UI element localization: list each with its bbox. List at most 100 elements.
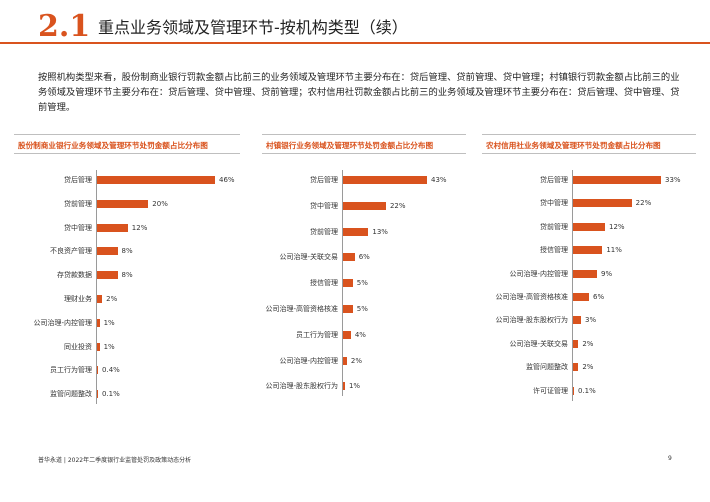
value-label: 46% bbox=[219, 176, 235, 184]
value-label: 8% bbox=[121, 271, 133, 280]
value-label: 22% bbox=[635, 199, 652, 208]
data-bar bbox=[343, 330, 351, 339]
category-label: 贷后管理 bbox=[310, 176, 338, 184]
value-label: 1% bbox=[103, 318, 115, 327]
data-bar bbox=[97, 318, 100, 327]
category-label: 公司治理-内控管理 bbox=[279, 356, 338, 365]
header-divider bbox=[0, 42, 710, 44]
category-label: 监管问题整改 bbox=[526, 363, 568, 372]
data-bar bbox=[573, 222, 605, 231]
value-label: 2% bbox=[582, 363, 594, 372]
category-label: 公司治理-内控管理 bbox=[33, 318, 92, 327]
value-label: 4% bbox=[354, 330, 366, 339]
data-bar bbox=[343, 305, 353, 313]
value-label: 8% bbox=[121, 247, 133, 256]
data-bar bbox=[343, 201, 386, 210]
value-label: 12% bbox=[131, 223, 148, 232]
value-label: 9% bbox=[601, 269, 613, 278]
category-label: 贷中管理 bbox=[540, 199, 568, 208]
category-label: 公司治理-高管资格核准 bbox=[265, 305, 338, 313]
footer-source: 普华永道 | 2022年二季度银行业监管处罚及政策动态分析 bbox=[38, 457, 192, 464]
data-bar bbox=[573, 339, 579, 348]
data-bar bbox=[343, 382, 345, 391]
category-label: 授信管理 bbox=[540, 246, 568, 255]
category-label: 存贷款数据 bbox=[57, 271, 92, 280]
value-label: 2% bbox=[350, 356, 363, 365]
data-bar bbox=[343, 356, 347, 365]
category-label: 不良资产管理 bbox=[50, 247, 92, 256]
chart-header: 农村信用社业务领域及管理环节处罚金额占比分布图 bbox=[482, 134, 696, 154]
data-bar bbox=[573, 246, 603, 255]
category-label: 授信管理 bbox=[310, 279, 338, 288]
category-label: 公司治理-股东股权行为 bbox=[265, 382, 338, 391]
category-label: 理财业务 bbox=[64, 295, 92, 303]
page-title: 重点业务领域及管理环节-按机构类型（续） bbox=[98, 18, 408, 37]
chart-title: 股份制商业银行业务领域及管理环节处罚金额占比分布图 bbox=[18, 141, 208, 150]
chart-title: 农村信用社业务领域及管理环节处罚金额占比分布图 bbox=[486, 141, 661, 150]
value-label: 1% bbox=[103, 342, 115, 351]
chart-header: 村镇银行业务领域及管理环节处罚金额占比分布图 bbox=[262, 134, 466, 154]
category-label: 公司治理-关联交易 bbox=[509, 339, 568, 348]
category-axis bbox=[572, 170, 573, 401]
data-bar bbox=[343, 279, 353, 288]
intro-paragraph: 按照机构类型来看，股份制商业银行罚款金额占比前三的业务领域及管理环节主要分布在：… bbox=[38, 72, 680, 113]
page-header: 2.1 重点业务领域及管理环节-按机构类型（续） bbox=[0, 0, 710, 50]
category-label: 监管问题整改 bbox=[50, 390, 92, 399]
category-axis bbox=[96, 170, 97, 405]
data-bar bbox=[97, 247, 118, 256]
data-bar bbox=[573, 199, 632, 208]
category-axis bbox=[342, 170, 343, 397]
data-bar bbox=[573, 363, 579, 372]
data-bar bbox=[343, 176, 427, 184]
value-label: 33% bbox=[665, 176, 681, 184]
value-label: 2% bbox=[582, 339, 594, 348]
data-bar bbox=[573, 386, 574, 395]
value-label: 6% bbox=[358, 253, 370, 262]
category-label: 贷中管理 bbox=[64, 223, 92, 232]
value-label: 20% bbox=[152, 199, 168, 208]
category-label: 贷中管理 bbox=[310, 201, 338, 210]
value-label: 1% bbox=[348, 382, 361, 391]
data-bar bbox=[573, 176, 661, 184]
category-label: 公司治理-高管资格核准 bbox=[495, 293, 568, 301]
category-label: 公司治理-内控管理 bbox=[509, 269, 568, 278]
category-label: 许可证管理 bbox=[533, 386, 568, 395]
value-label: 22% bbox=[389, 201, 406, 210]
data-bar bbox=[97, 366, 99, 375]
data-bar bbox=[573, 293, 589, 301]
value-label: 43% bbox=[431, 176, 447, 184]
category-label: 公司治理-股东股权行为 bbox=[495, 316, 568, 325]
data-bar bbox=[97, 390, 98, 399]
category-label: 公司治理-关联交易 bbox=[279, 253, 338, 262]
value-label: 13% bbox=[372, 227, 388, 236]
value-label: 11% bbox=[606, 246, 622, 255]
data-bar bbox=[97, 176, 215, 184]
data-bar bbox=[573, 316, 581, 325]
category-label: 员工行为管理 bbox=[296, 330, 338, 339]
category-label: 贷前管理 bbox=[64, 199, 92, 208]
value-label: 0.4% bbox=[102, 366, 120, 375]
data-bar bbox=[97, 271, 118, 280]
data-bar bbox=[343, 227, 369, 236]
category-label: 贷前管理 bbox=[310, 227, 338, 236]
data-bar bbox=[97, 295, 103, 303]
chart-title: 村镇银行业务领域及管理环节处罚金额占比分布图 bbox=[266, 141, 434, 150]
section-number: 2.1 bbox=[38, 9, 91, 44]
category-label: 贷后管理 bbox=[540, 176, 568, 184]
page-number: 9 bbox=[668, 455, 672, 462]
data-bar bbox=[97, 199, 149, 208]
category-label: 员工行为管理 bbox=[50, 366, 92, 375]
value-label: 2% bbox=[106, 295, 118, 303]
value-label: 6% bbox=[593, 293, 605, 301]
category-label: 贷前管理 bbox=[540, 222, 568, 231]
data-bar bbox=[97, 342, 100, 351]
value-label: 0.1% bbox=[102, 390, 120, 399]
data-bar bbox=[97, 223, 128, 232]
category-label: 同业投资 bbox=[64, 342, 92, 351]
category-label: 贷后管理 bbox=[64, 176, 92, 184]
value-label: 3% bbox=[585, 316, 597, 325]
data-bar bbox=[343, 253, 355, 262]
value-label: 12% bbox=[609, 222, 625, 231]
value-label: 5% bbox=[356, 279, 368, 288]
value-label: 5% bbox=[356, 305, 368, 313]
